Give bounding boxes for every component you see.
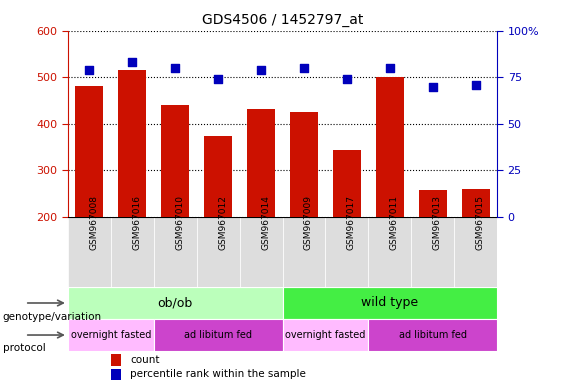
Text: GSM967014: GSM967014 bbox=[261, 195, 270, 250]
Bar bbox=[419, 190, 447, 217]
Bar bbox=[75, 86, 103, 217]
Point bbox=[299, 65, 308, 71]
Bar bbox=[282, 217, 325, 287]
Text: percentile rank within the sample: percentile rank within the sample bbox=[130, 369, 306, 379]
Text: genotype/variation: genotype/variation bbox=[3, 312, 102, 322]
Bar bbox=[197, 217, 240, 287]
Bar bbox=[161, 105, 189, 217]
Text: GSM967009: GSM967009 bbox=[304, 195, 313, 250]
Bar bbox=[282, 319, 368, 351]
Bar bbox=[111, 217, 154, 287]
Text: GSM967016: GSM967016 bbox=[132, 195, 141, 250]
Point bbox=[171, 65, 180, 71]
Bar bbox=[333, 149, 361, 217]
Text: GSM967008: GSM967008 bbox=[89, 195, 98, 250]
Bar bbox=[68, 287, 282, 319]
Point bbox=[257, 67, 266, 73]
Bar bbox=[411, 217, 454, 287]
Text: count: count bbox=[130, 355, 159, 365]
Text: overnight fasted: overnight fasted bbox=[71, 330, 151, 340]
Bar bbox=[368, 217, 411, 287]
Bar bbox=[282, 287, 497, 319]
Point bbox=[214, 76, 223, 82]
Bar bbox=[462, 189, 490, 217]
Bar bbox=[454, 217, 497, 287]
Text: GSM967010: GSM967010 bbox=[175, 195, 184, 250]
Title: GDS4506 / 1452797_at: GDS4506 / 1452797_at bbox=[202, 13, 363, 27]
Bar bbox=[154, 319, 282, 351]
Bar bbox=[325, 217, 368, 287]
Text: ob/ob: ob/ob bbox=[158, 296, 193, 310]
Text: GSM967011: GSM967011 bbox=[390, 195, 399, 250]
Bar bbox=[368, 319, 497, 351]
Text: GSM967017: GSM967017 bbox=[347, 195, 356, 250]
Bar bbox=[68, 319, 154, 351]
Bar bbox=[111, 369, 121, 380]
Point bbox=[85, 67, 94, 73]
Point bbox=[471, 82, 480, 88]
Text: GSM967015: GSM967015 bbox=[476, 195, 485, 250]
Bar bbox=[247, 109, 275, 217]
Text: overnight fasted: overnight fasted bbox=[285, 330, 366, 340]
Bar bbox=[68, 217, 111, 287]
Bar bbox=[118, 70, 146, 217]
Bar bbox=[290, 112, 318, 217]
Point bbox=[385, 65, 394, 71]
Bar bbox=[240, 217, 282, 287]
Text: ad libitum fed: ad libitum fed bbox=[399, 330, 467, 340]
Bar bbox=[111, 354, 121, 366]
Text: wild type: wild type bbox=[361, 296, 419, 310]
Point bbox=[428, 84, 437, 90]
Bar bbox=[154, 217, 197, 287]
Text: protocol: protocol bbox=[3, 343, 46, 353]
Bar bbox=[204, 136, 232, 217]
Text: GSM967013: GSM967013 bbox=[433, 195, 442, 250]
Text: ad libitum fed: ad libitum fed bbox=[184, 330, 252, 340]
Text: GSM967012: GSM967012 bbox=[218, 195, 227, 250]
Point bbox=[128, 60, 137, 66]
Point bbox=[342, 76, 351, 82]
Bar bbox=[376, 77, 404, 217]
